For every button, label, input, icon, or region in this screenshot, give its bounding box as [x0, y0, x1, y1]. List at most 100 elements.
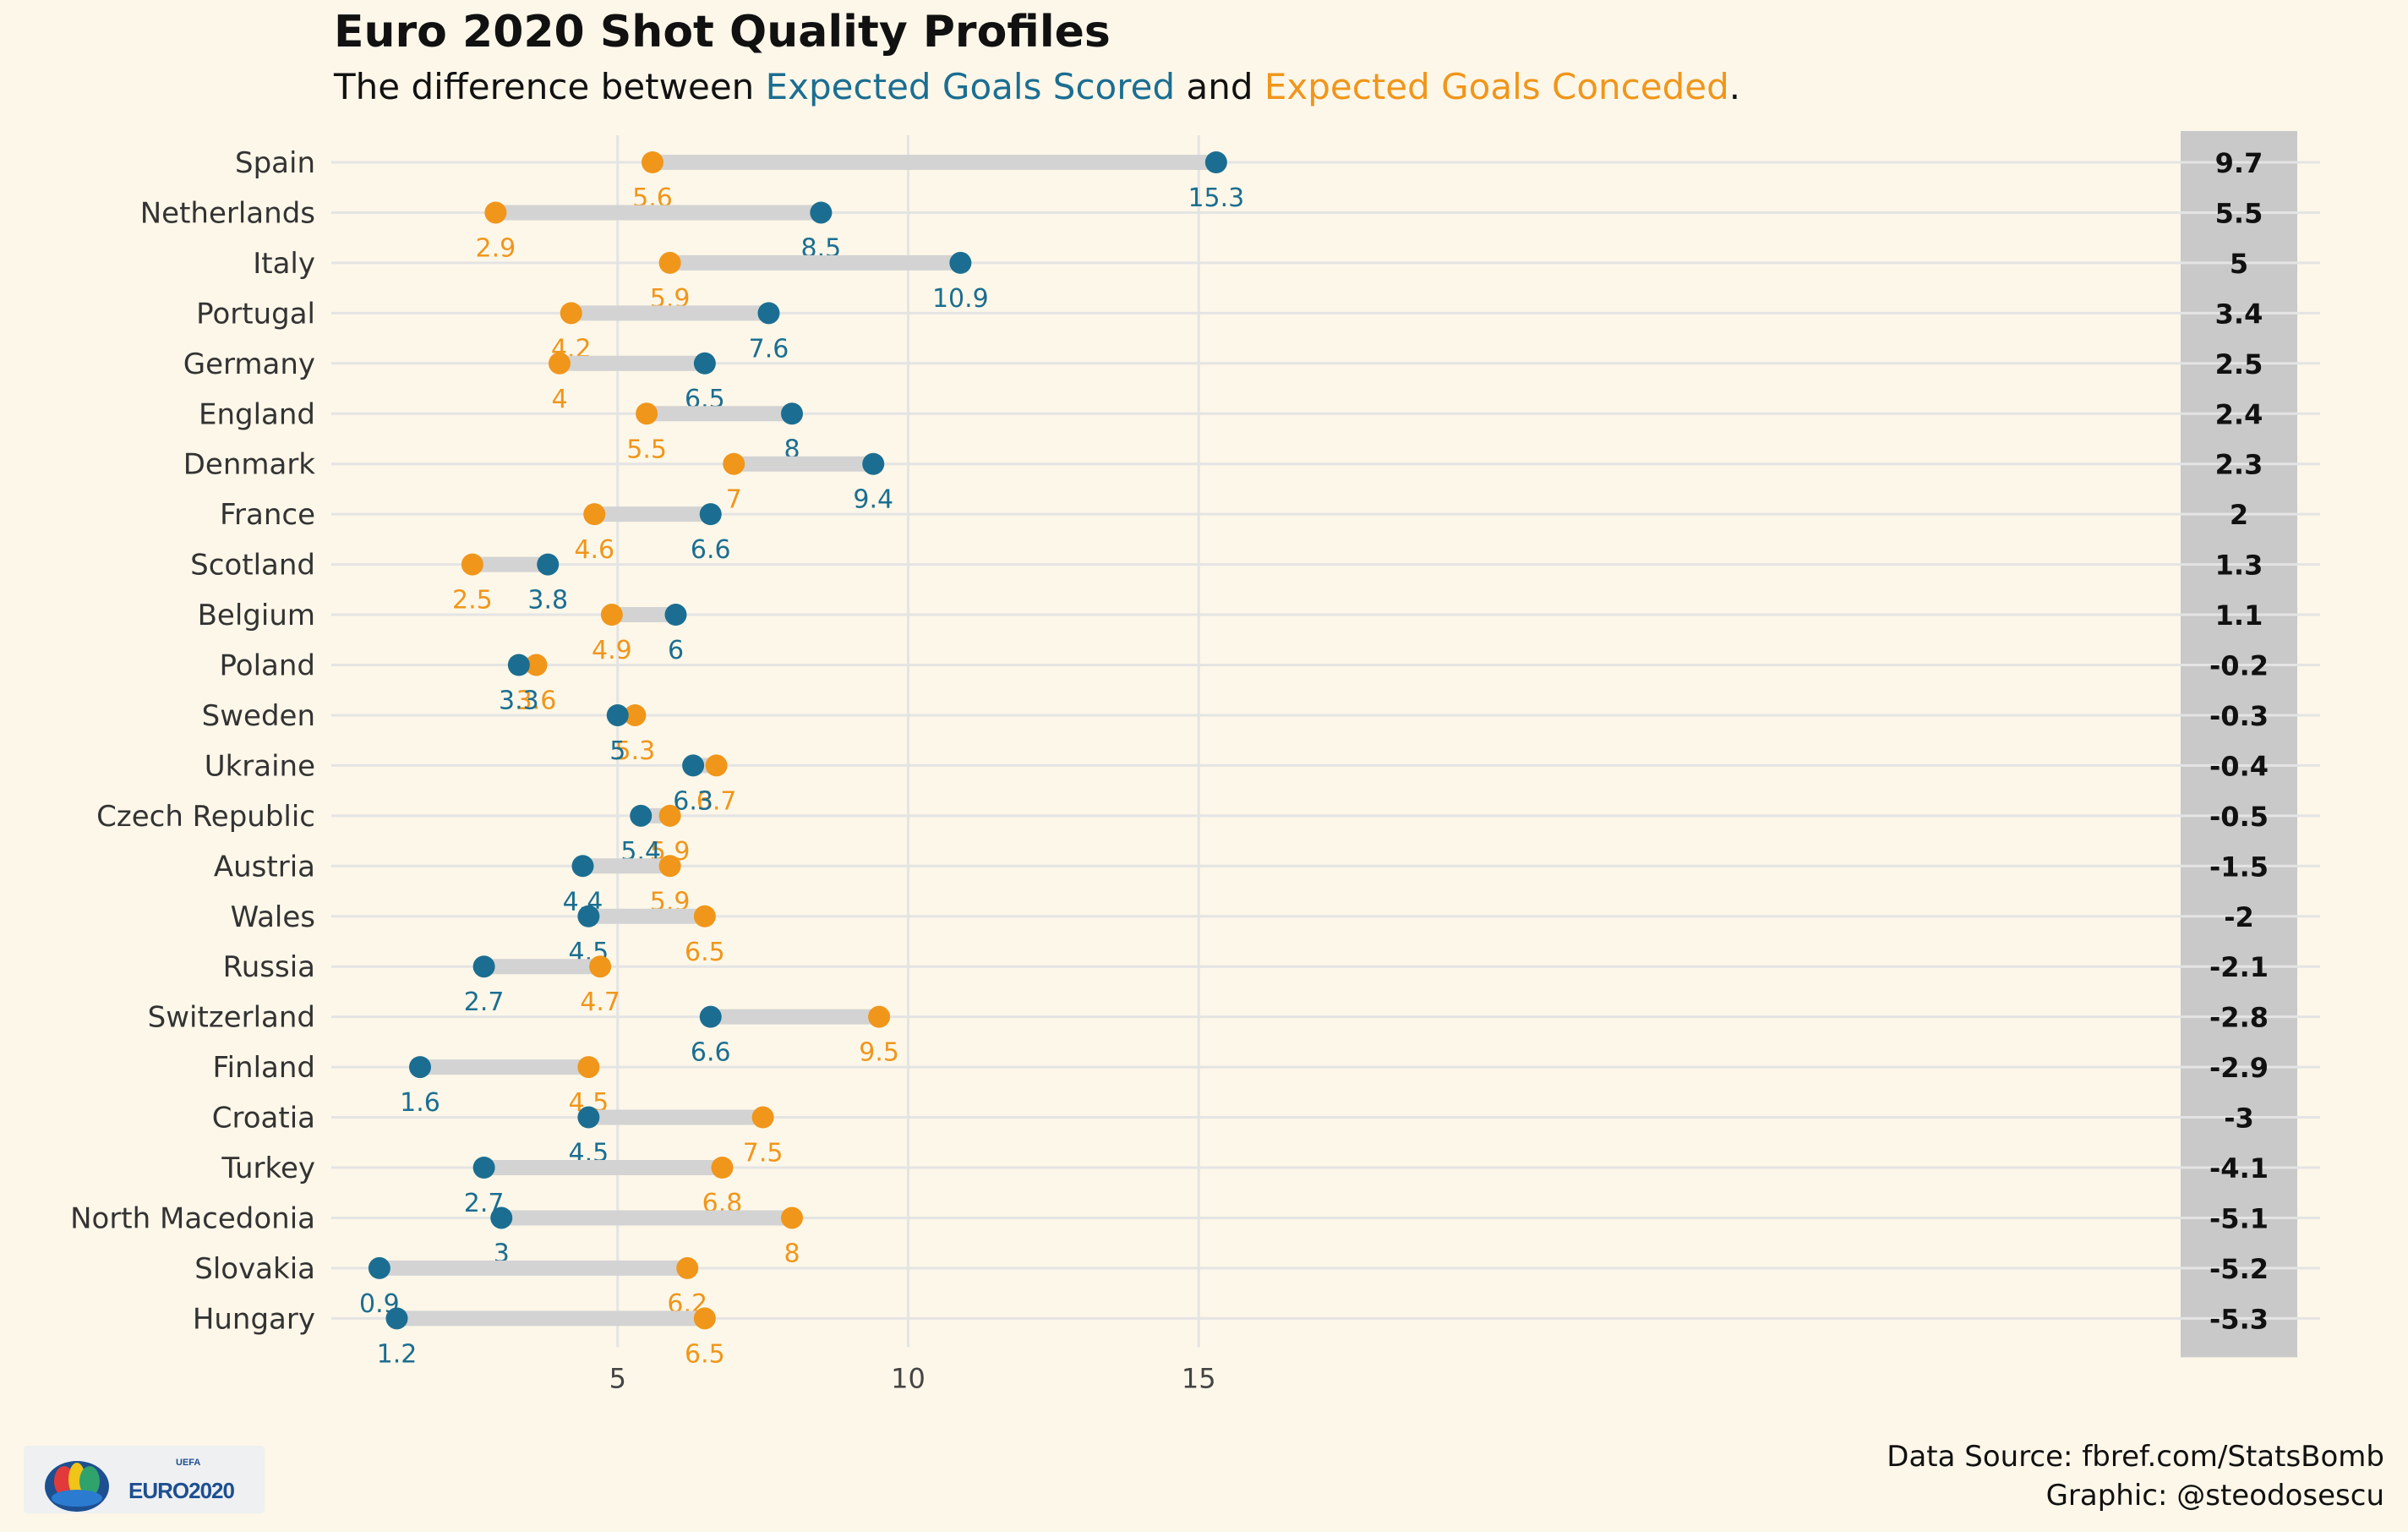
- xga-point: [577, 1056, 600, 1079]
- team-label: Scotland: [190, 549, 315, 583]
- xga-point: [560, 302, 582, 325]
- xga-point: [693, 905, 716, 927]
- xga-point: [676, 1256, 699, 1279]
- subtitle-middle: and: [1175, 66, 1264, 107]
- xg-value-label: 6: [668, 636, 684, 665]
- xg-point: [537, 553, 560, 576]
- xga-point: [583, 503, 606, 526]
- xg-point: [781, 402, 803, 425]
- xga-value-label: 6.5: [685, 1339, 725, 1369]
- subtitle-conceded-label: Expected Goals Conceded: [1264, 66, 1729, 107]
- team-label: Portugal: [196, 297, 315, 331]
- xga-point: [600, 604, 623, 626]
- xga-value-label: 4.9: [592, 636, 632, 665]
- xg-point: [368, 1256, 390, 1279]
- team-label: England: [199, 397, 315, 431]
- difference-value: -2.1: [2209, 951, 2269, 983]
- xg-value-label: 15.3: [1188, 183, 1244, 213]
- team-label: Italy: [253, 247, 315, 281]
- team-label: Poland: [219, 649, 315, 683]
- xga-point: [868, 1005, 891, 1028]
- xg-value-label: 6.6: [691, 535, 731, 565]
- xg-point: [577, 1106, 600, 1129]
- xg-value-label: 9.4: [853, 485, 893, 515]
- xga-point: [751, 1106, 774, 1129]
- difference-value: 2.4: [2215, 398, 2263, 430]
- difference-value: 1.1: [2215, 599, 2263, 632]
- xg-value-label: 2.7: [464, 988, 505, 1017]
- subtitle-suffix: .: [1728, 66, 1741, 107]
- xg-point: [472, 1157, 495, 1179]
- xg-point: [472, 955, 495, 978]
- xg-point: [699, 1005, 722, 1028]
- xga-value-label: 9.5: [859, 1038, 899, 1068]
- team-label: Croatia: [212, 1102, 315, 1135]
- team-label: France: [220, 498, 315, 532]
- difference-value: 9.7: [2215, 147, 2263, 179]
- xga-value-label: 5.3: [615, 736, 656, 766]
- graphic-credit-line: Graphic: @steodosescu: [2045, 1479, 2384, 1513]
- team-label: Slovakia: [194, 1252, 315, 1286]
- xga-value-label: 5.5: [626, 435, 667, 464]
- team-label: Austria: [214, 850, 315, 884]
- chart-subtitle: The difference between Expected Goals Sc…: [334, 66, 1740, 107]
- difference-value: 5: [2230, 248, 2248, 280]
- xg-point: [1204, 151, 1227, 173]
- x-tick-label: 5: [609, 1362, 626, 1394]
- team-label: Czech Republic: [96, 800, 315, 834]
- xga-value-label: 6.7: [696, 786, 737, 816]
- xg-point: [810, 201, 833, 224]
- difference-value: 1.3: [2215, 550, 2263, 582]
- xg-value-label: 6.6: [691, 1038, 731, 1068]
- xga-point: [705, 754, 728, 777]
- xga-value-label: 7: [726, 485, 742, 515]
- difference-value: -4.1: [2209, 1152, 2269, 1185]
- xga-value-label: 7.5: [743, 1139, 784, 1168]
- source-caption: Data Source: fbref.com/StatsBomb Graphic…: [1887, 1437, 2384, 1515]
- xg-point: [757, 302, 780, 325]
- difference-value: 2: [2230, 499, 2248, 531]
- trophy-logo-icon: [45, 1461, 109, 1512]
- team-label: Hungary: [193, 1302, 315, 1336]
- xg-point: [507, 654, 530, 676]
- xga-point: [723, 452, 745, 475]
- logo-uefa-text: UEFA: [176, 1458, 201, 1468]
- xg-point: [693, 352, 716, 375]
- xga-point: [658, 855, 681, 878]
- xg-point: [385, 1307, 408, 1330]
- difference-value: -0.5: [2209, 801, 2269, 833]
- team-label: Germany: [183, 347, 315, 381]
- difference-value: -5.3: [2209, 1303, 2269, 1335]
- xga-value-label: 2.5: [452, 586, 493, 616]
- difference-value: -3: [2224, 1102, 2254, 1135]
- source-line: Data Source: fbref.com/StatsBomb: [1887, 1440, 2384, 1474]
- xga-point: [525, 654, 548, 676]
- xga-value-label: 4.6: [574, 535, 614, 565]
- difference-value: -2.9: [2209, 1052, 2269, 1084]
- euro2020-logo: UEFA EURO2020: [24, 1446, 265, 1513]
- xg-point: [409, 1056, 431, 1079]
- xg-value-label: 10.9: [932, 284, 989, 314]
- team-label: Wales: [231, 900, 315, 934]
- xga-value-label: 2.9: [476, 233, 516, 263]
- difference-value: 2.3: [2215, 449, 2263, 481]
- xg-point: [577, 905, 600, 927]
- difference-value: 5.5: [2215, 197, 2263, 229]
- xg-value-label: 7.6: [749, 334, 789, 364]
- team-label: North Macedonia: [70, 1201, 315, 1235]
- x-tick-label: 10: [891, 1362, 926, 1394]
- xg-point: [664, 604, 687, 626]
- xga-point: [658, 804, 681, 827]
- subtitle-scored-label: Expected Goals Scored: [765, 66, 1176, 107]
- x-tick-label: 15: [1182, 1362, 1216, 1394]
- xg-point: [571, 855, 594, 878]
- logo-text: EURO2020: [128, 1478, 235, 1503]
- team-label: Sweden: [202, 699, 315, 733]
- subtitle-prefix: The difference between: [334, 66, 766, 107]
- difference-value: -5.1: [2209, 1202, 2269, 1234]
- xg-value-label: 1.6: [400, 1088, 440, 1118]
- team-label: Spain: [235, 146, 315, 180]
- difference-value: -0.3: [2209, 700, 2269, 732]
- xga-point: [658, 251, 681, 274]
